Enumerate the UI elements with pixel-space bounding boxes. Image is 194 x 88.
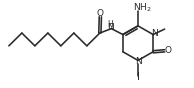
Text: H: H [107, 20, 113, 29]
Text: N: N [135, 57, 141, 66]
Text: I: I [137, 72, 139, 82]
Text: N: N [151, 29, 158, 38]
Text: O: O [97, 9, 104, 18]
Text: N: N [107, 23, 114, 32]
Text: O: O [164, 46, 171, 55]
Text: NH$_2$: NH$_2$ [133, 1, 151, 14]
